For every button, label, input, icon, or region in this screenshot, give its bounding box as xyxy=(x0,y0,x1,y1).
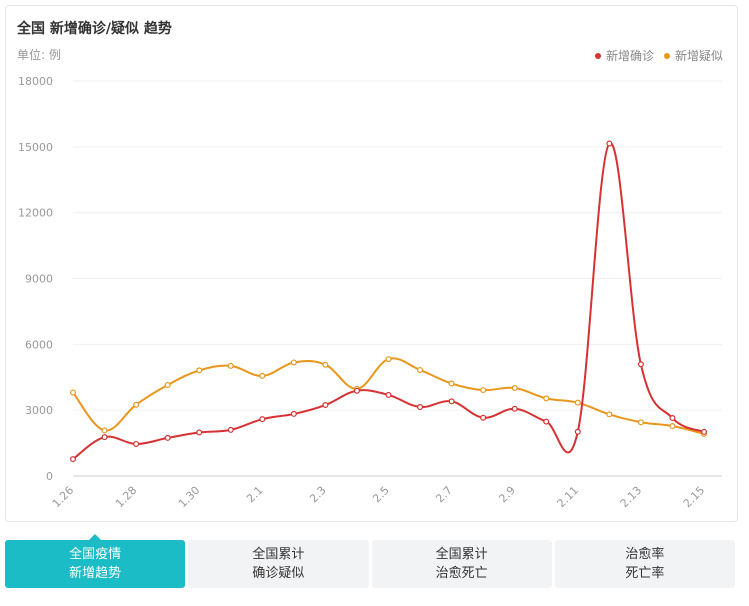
x-tick-label: 1.26 xyxy=(50,484,77,511)
y-axis-ticks: 0 3000 6000 9000 12000 15000 18000 xyxy=(18,75,53,483)
data-point-suspected xyxy=(637,419,644,426)
tab-cumulative-cured-line1: 全国累计 xyxy=(435,547,488,562)
grid-lines xyxy=(73,80,722,477)
tab-cumulative-confirmed[interactable]: 全国累计 确诊疑似 xyxy=(188,540,369,588)
data-point-confirmed xyxy=(606,140,613,147)
data-point-confirmed xyxy=(322,402,329,409)
x-tick-label: 2.5 xyxy=(370,484,392,506)
legend-label-confirmed: 新增确诊 xyxy=(605,49,654,63)
legend-dot-confirmed xyxy=(594,52,601,59)
y-tick-label: 0 xyxy=(46,470,53,483)
data-point-suspected xyxy=(480,387,487,394)
tab-new-trend-line2: 新增趋势 xyxy=(69,566,122,581)
series-layer xyxy=(69,140,707,463)
data-point-confirmed xyxy=(700,428,707,435)
legend-label-suspected: 新增疑似 xyxy=(674,49,723,63)
tab-rates-line2: 死亡率 xyxy=(625,566,665,581)
data-point-suspected xyxy=(417,366,424,373)
data-point-suspected xyxy=(101,427,108,434)
tab-rates-line1: 治愈率 xyxy=(625,547,665,562)
x-tick-label: 2.15 xyxy=(681,484,708,511)
y-tick-label: 6000 xyxy=(25,338,53,351)
tab-bar: 全国疫情 新增趋势 全国累计 确诊疑似 全国累计 治愈死亡 治愈率 死亡率 xyxy=(5,534,735,588)
data-point-suspected xyxy=(259,372,266,379)
data-point-confirmed xyxy=(259,416,266,423)
data-point-confirmed xyxy=(480,414,487,421)
legend-dot-suspected xyxy=(663,52,670,59)
data-point-suspected xyxy=(164,381,171,388)
tab-cumulative-cured[interactable]: 全国累计 治愈死亡 xyxy=(371,540,552,588)
data-point-confirmed xyxy=(133,440,140,447)
y-tick-label: 18000 xyxy=(18,75,53,88)
unit-label: 单位: 例 xyxy=(17,48,61,62)
legend: 新增确诊 新增疑似 xyxy=(594,47,723,64)
data-point-confirmed xyxy=(227,426,234,433)
data-point-confirmed xyxy=(385,391,392,398)
data-point-suspected xyxy=(385,356,392,363)
data-point-confirmed xyxy=(290,410,297,417)
data-point-confirmed xyxy=(101,434,108,441)
data-point-suspected xyxy=(322,361,329,368)
x-axis-ticks: 1.26 1.28 1.30 2.1 2.3 2.5 2.7 2.9 2.11 2.13 2.15 xyxy=(50,484,708,511)
y-tick-label: 15000 xyxy=(18,141,53,154)
data-point-confirmed xyxy=(353,387,360,394)
data-point-suspected xyxy=(448,380,455,387)
data-point-confirmed xyxy=(637,361,644,368)
data-point-confirmed xyxy=(669,415,676,422)
legend-item-confirmed[interactable]: 新增确诊 xyxy=(594,47,654,64)
data-point-confirmed xyxy=(543,418,550,425)
data-point-suspected xyxy=(669,423,676,430)
data-point-suspected xyxy=(574,399,581,406)
x-tick-label: 1.28 xyxy=(113,484,140,511)
chart-card: 全国 新增确诊/疑似 趋势 单位: 例 新增确诊 新增疑似 xyxy=(5,5,738,522)
x-tick-label: 2.7 xyxy=(433,484,455,506)
data-point-confirmed xyxy=(164,434,171,441)
data-point-suspected xyxy=(69,389,76,396)
x-tick-label: 2.1 xyxy=(244,484,266,506)
data-point-suspected xyxy=(227,362,234,369)
x-tick-label: 2.11 xyxy=(555,484,582,511)
y-tick-label: 9000 xyxy=(25,273,53,286)
data-point-confirmed xyxy=(511,405,518,412)
chart-title: 全国 新增确诊/疑似 趋势 xyxy=(17,21,172,37)
legend-item-suspected[interactable]: 新增疑似 xyxy=(663,47,723,64)
x-tick-label: 1.30 xyxy=(176,484,203,511)
data-point-suspected xyxy=(196,367,203,374)
data-point-confirmed xyxy=(196,429,203,436)
tab-new-trend[interactable]: 全国疫情 新增趋势 xyxy=(5,534,186,588)
tab-new-trend-line1: 全国疫情 xyxy=(69,547,122,562)
tab-cumulative-cured-line2: 治愈死亡 xyxy=(435,566,488,581)
y-tick-label: 3000 xyxy=(25,404,53,417)
data-point-suspected xyxy=(290,359,297,366)
tab-cumulative-confirmed-line1: 全国累计 xyxy=(252,547,305,562)
x-tick-label: 2.9 xyxy=(496,484,518,506)
tab-rates[interactable]: 治愈率 死亡率 xyxy=(554,540,735,588)
tab-cumulative-confirmed-line2: 确诊疑似 xyxy=(252,566,305,581)
data-point-suspected xyxy=(543,395,550,402)
data-point-confirmed xyxy=(69,456,76,463)
data-point-suspected xyxy=(606,411,613,418)
line-chart: 0 3000 6000 9000 12000 15000 18000 1.26 1.28 1.3… xyxy=(18,75,722,511)
data-point-suspected xyxy=(133,401,140,408)
data-point-confirmed xyxy=(574,428,581,435)
x-tick-label: 2.13 xyxy=(618,484,645,511)
x-tick-label: 2.3 xyxy=(307,484,329,506)
data-point-confirmed xyxy=(417,404,424,411)
data-point-confirmed xyxy=(448,398,455,405)
data-point-suspected xyxy=(511,385,518,392)
y-tick-label: 12000 xyxy=(18,207,53,220)
